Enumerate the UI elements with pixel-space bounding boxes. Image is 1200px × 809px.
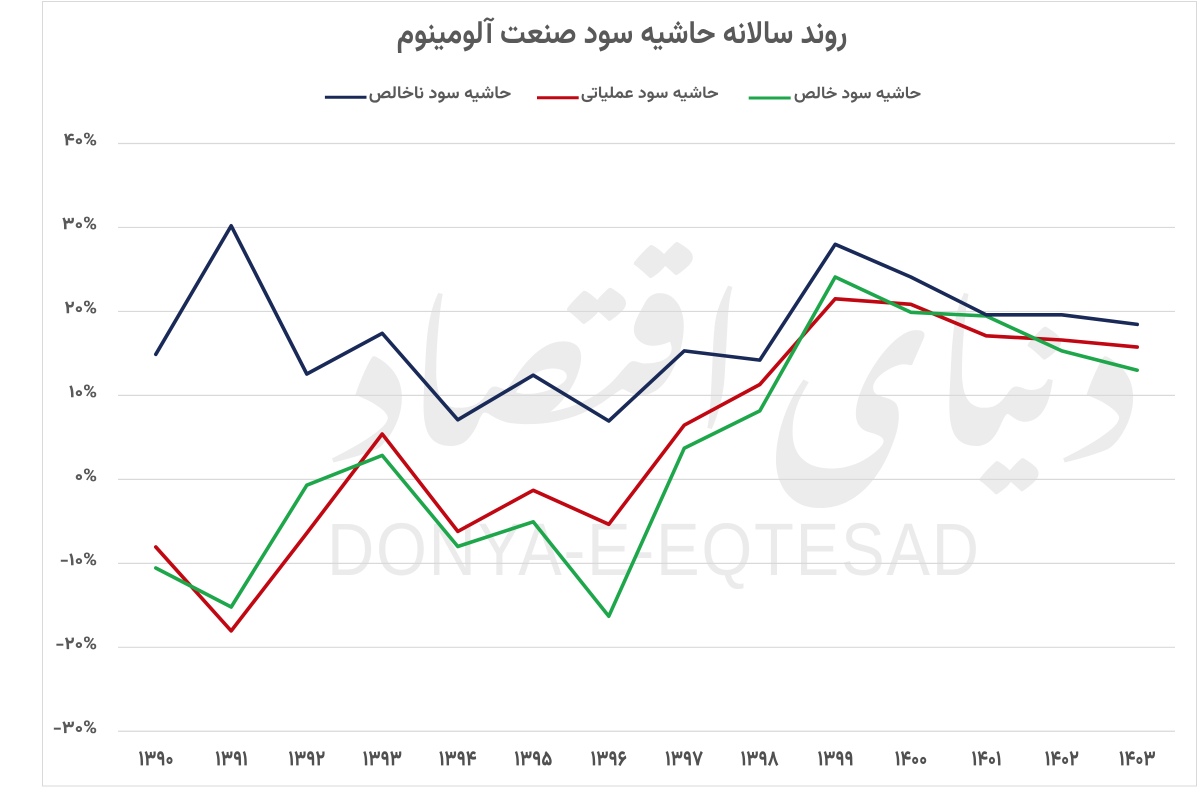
svg-text:DONYA-E-EQTESAD: DONYA-E-EQTESAD — [327, 508, 981, 591]
